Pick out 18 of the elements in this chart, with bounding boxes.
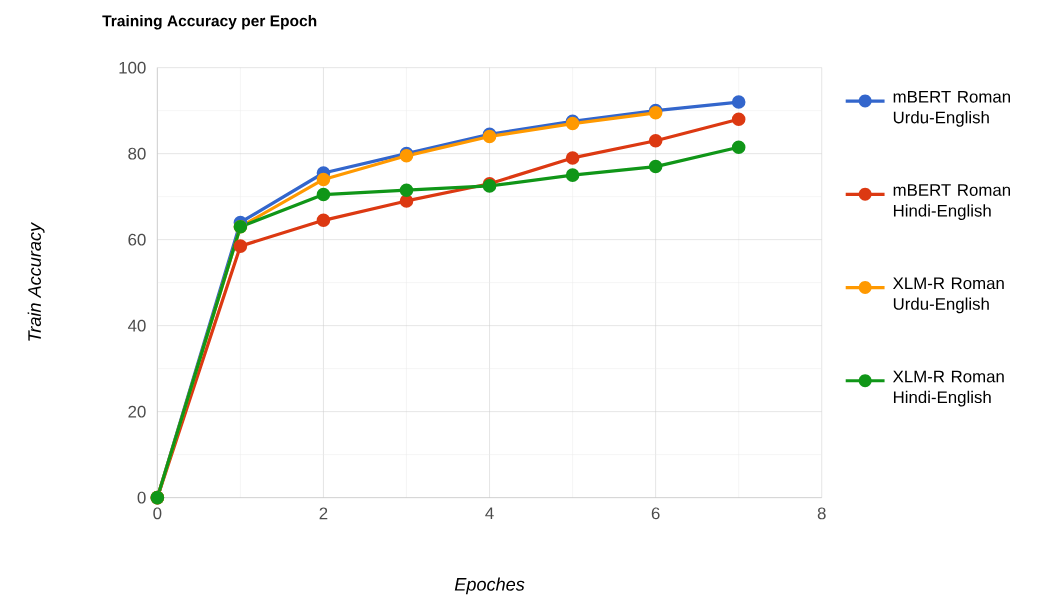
y-tick-label: 100 <box>119 61 146 74</box>
y-axis-title: Train Accuracy <box>27 222 45 341</box>
legend-label: XLM-R Roman Urdu-English <box>892 277 1004 314</box>
y-tick-label: 0 <box>137 491 146 504</box>
x-tick-label: 2 <box>319 507 328 520</box>
x-tick-label: 4 <box>485 507 494 520</box>
legend-label: mBERT Roman Urdu-English <box>893 91 1010 127</box>
legend-label: mBERT Roman Hindi-English <box>893 184 1010 221</box>
x-tick-label: 6 <box>651 507 660 520</box>
chart-title: Training Accuracy per Epoch <box>102 15 317 30</box>
y-tick-label: 20 <box>128 405 146 418</box>
x-tick-label: 0 <box>153 507 162 520</box>
y-tick-label: 60 <box>128 233 146 246</box>
y-tick-label: 80 <box>128 147 146 160</box>
y-tick-label: 40 <box>127 319 146 332</box>
x-axis-title: Epoches <box>454 577 525 595</box>
legend-label: XLM-R Roman Hindi-English <box>892 370 1004 407</box>
x-tick-label: 8 <box>817 507 826 520</box>
